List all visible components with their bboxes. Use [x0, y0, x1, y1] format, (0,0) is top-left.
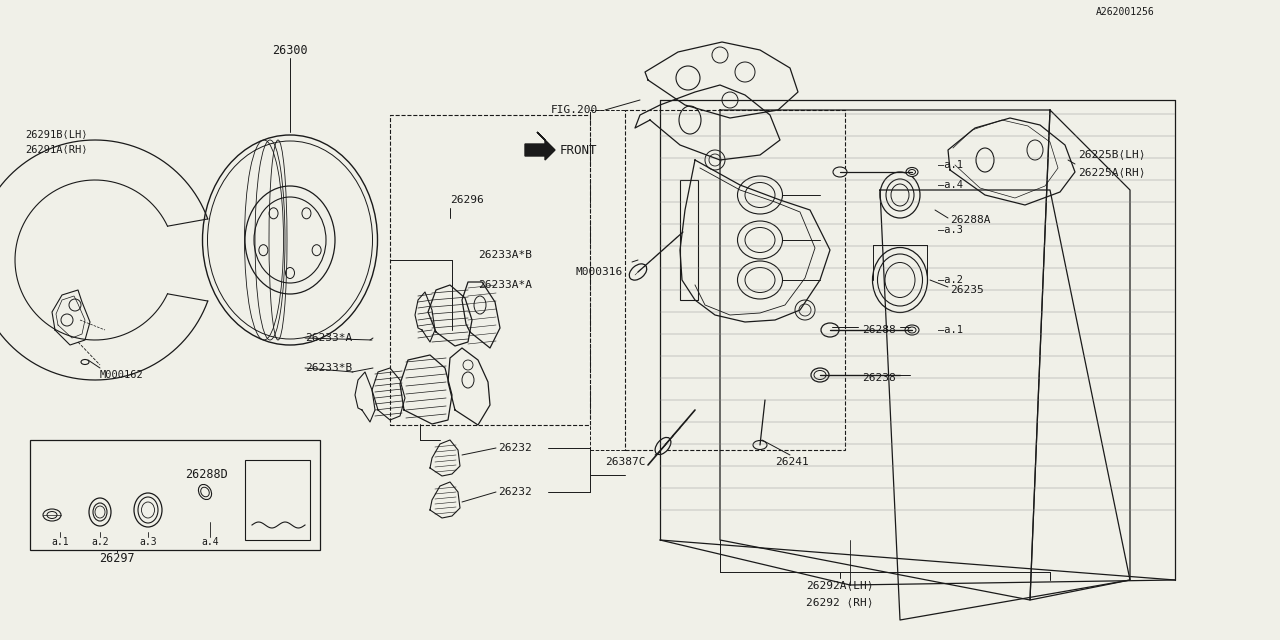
Text: 26232: 26232 — [498, 487, 531, 497]
Ellipse shape — [881, 172, 920, 218]
Text: 26297: 26297 — [99, 552, 134, 564]
Ellipse shape — [737, 221, 782, 259]
Ellipse shape — [812, 368, 829, 382]
Ellipse shape — [833, 167, 847, 177]
Bar — [29, 440, 320, 550]
Ellipse shape — [630, 264, 646, 280]
Text: 26233A*A: 26233A*A — [477, 280, 532, 290]
Text: ―a.1: ―a.1 — [938, 160, 963, 170]
Text: M000162: M000162 — [100, 370, 143, 380]
Text: ―a.4: ―a.4 — [938, 180, 963, 190]
Text: 26288D: 26288D — [186, 468, 228, 481]
Text: 26235: 26235 — [950, 285, 984, 295]
Ellipse shape — [655, 437, 671, 454]
Text: 26225A⟨RH⟩: 26225A⟨RH⟩ — [1078, 167, 1146, 177]
Text: 26225B⟨LH⟩: 26225B⟨LH⟩ — [1078, 149, 1146, 159]
Text: A262001256: A262001256 — [1096, 7, 1155, 17]
Ellipse shape — [906, 168, 918, 177]
Bar — [390, 115, 590, 425]
Text: FRONT: FRONT — [561, 143, 598, 157]
Text: 26233*B: 26233*B — [305, 363, 352, 373]
Text: 26291A⟨RH⟩: 26291A⟨RH⟩ — [26, 145, 87, 155]
Ellipse shape — [820, 323, 838, 337]
Text: 26292 ⟨RH⟩: 26292 ⟨RH⟩ — [806, 597, 874, 607]
Text: 26387C: 26387C — [605, 457, 645, 467]
Text: FIG.200―: FIG.200― — [550, 105, 605, 115]
Text: ―a.1: ―a.1 — [938, 325, 963, 335]
Text: 26232: 26232 — [498, 443, 531, 453]
Bar — [680, 180, 698, 300]
Bar — [625, 110, 845, 450]
Text: 26300: 26300 — [273, 44, 307, 56]
Text: ―a.2: ―a.2 — [938, 275, 963, 285]
Text: 26291B⟨LH⟩: 26291B⟨LH⟩ — [26, 130, 87, 140]
Text: 26233A*B: 26233A*B — [477, 250, 532, 260]
Ellipse shape — [737, 261, 782, 299]
Text: M000316: M000316 — [575, 267, 622, 277]
Ellipse shape — [905, 325, 919, 335]
Text: a.3: a.3 — [140, 537, 157, 547]
Text: ―a.3: ―a.3 — [938, 225, 963, 235]
Bar — [244, 460, 310, 540]
Ellipse shape — [737, 176, 782, 214]
Text: 26241: 26241 — [774, 457, 809, 467]
Text: 26238: 26238 — [861, 373, 896, 383]
Text: 26233*A: 26233*A — [305, 333, 352, 343]
Text: a.1: a.1 — [51, 537, 69, 547]
Ellipse shape — [753, 440, 767, 449]
Polygon shape — [525, 132, 556, 160]
Ellipse shape — [873, 248, 928, 312]
Text: a.4: a.4 — [201, 537, 219, 547]
Text: 26292A⟨LH⟩: 26292A⟨LH⟩ — [806, 580, 874, 590]
Text: 26296: 26296 — [451, 195, 484, 205]
Text: 26288: 26288 — [861, 325, 896, 335]
Text: a.2: a.2 — [91, 537, 109, 547]
Text: 26288A: 26288A — [950, 215, 991, 225]
